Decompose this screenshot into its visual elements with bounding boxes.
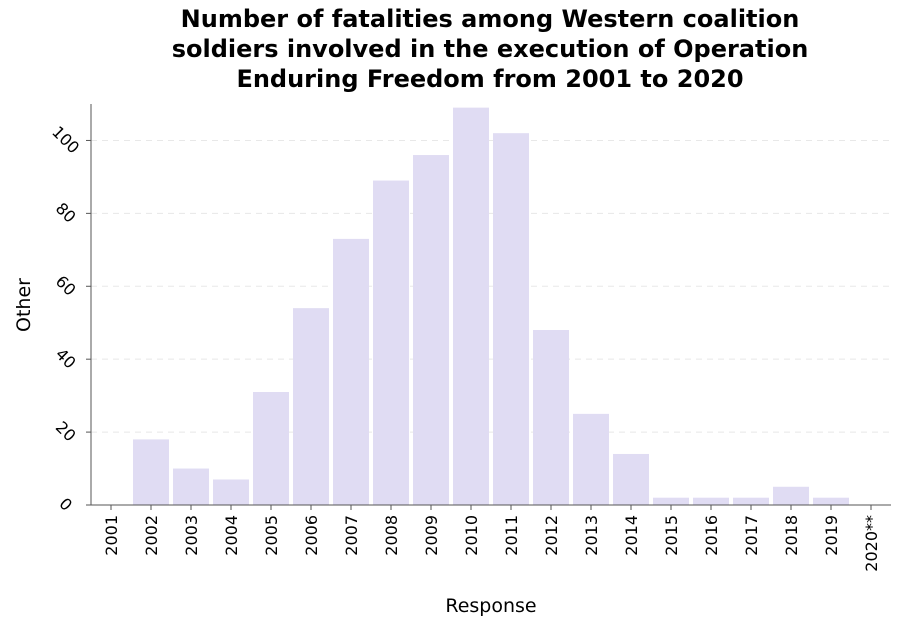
bar-2017 <box>733 497 769 505</box>
x-tick-label: 2010 <box>462 515 481 556</box>
x-tick-label: 2006 <box>302 515 321 556</box>
bar-2004 <box>213 479 249 505</box>
y-tick-label: 60 <box>52 272 80 300</box>
bar-2009 <box>413 155 449 505</box>
x-tick-label: 2003 <box>182 515 201 556</box>
bar-2010 <box>453 107 489 506</box>
bar-2006 <box>293 308 329 505</box>
x-tick-label: 2004 <box>222 515 241 556</box>
bar-2014 <box>613 453 649 505</box>
bar-2016 <box>693 497 729 505</box>
bar-2019 <box>813 497 849 505</box>
x-tick-label: 2013 <box>582 515 601 556</box>
bar-2007 <box>333 238 369 505</box>
x-tick-label: 2018 <box>782 515 801 556</box>
x-tick-label: 2007 <box>342 515 361 556</box>
x-tick-label: 2011 <box>502 515 521 556</box>
x-tick-label: 2009 <box>422 515 441 556</box>
x-axis-label: Response <box>445 595 536 617</box>
x-tick-label: 2017 <box>742 515 761 556</box>
chart-title-line-1: Number of fatalities among Western coali… <box>180 5 800 33</box>
bar-2005 <box>253 391 289 505</box>
x-tick-label: 2020** <box>862 515 881 572</box>
x-tick-label: 2012 <box>542 515 561 556</box>
x-tick-label: 2005 <box>262 515 281 556</box>
y-tick-label: 80 <box>52 199 80 227</box>
y-tick-label: 100 <box>48 122 83 157</box>
y-tick-label: 20 <box>52 417 80 445</box>
y-axis-label: Other <box>13 278 35 332</box>
bar-2008 <box>373 180 409 505</box>
bar-2003 <box>173 468 209 505</box>
bar-2011 <box>493 133 529 505</box>
x-tick-label: 2019 <box>822 515 841 556</box>
x-tick-label: 2016 <box>702 515 721 556</box>
chart-title: Number of fatalities among Western coali… <box>90 4 890 94</box>
x-tick-label: 2014 <box>622 515 641 556</box>
x-tick-label: 2008 <box>382 515 401 556</box>
chart-title-line-3: Enduring Freedom from 2001 to 2020 <box>236 65 744 93</box>
y-tick-label: 0 <box>55 494 76 515</box>
bar-2002 <box>133 439 169 505</box>
bar-2013 <box>573 413 609 505</box>
x-tick-label: 2015 <box>662 515 681 556</box>
x-tick-label: 2002 <box>142 515 161 556</box>
bar-2015 <box>653 497 689 505</box>
y-tick-label: 40 <box>52 345 80 373</box>
x-tick-label: 2001 <box>102 515 121 556</box>
grid-layer <box>91 139 891 433</box>
bar-2018 <box>773 486 809 505</box>
bar-2012 <box>533 330 569 505</box>
chart-title-line-2: soldiers involved in the execution of Op… <box>171 35 809 63</box>
bar-layer <box>133 107 849 506</box>
